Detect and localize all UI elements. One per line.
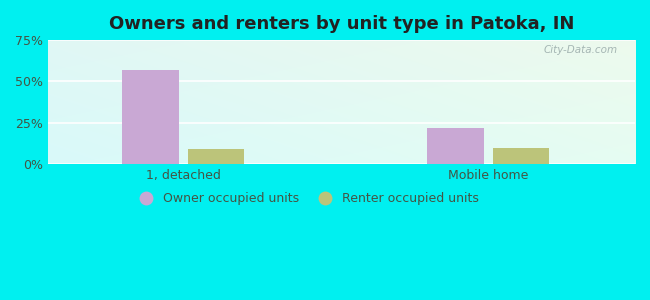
Bar xyxy=(122,70,179,164)
Bar xyxy=(493,148,549,164)
Text: City-Data.com: City-Data.com xyxy=(543,45,618,55)
Title: Owners and renters by unit type in Patoka, IN: Owners and renters by unit type in Patok… xyxy=(109,15,574,33)
Legend: Owner occupied units, Renter occupied units: Owner occupied units, Renter occupied un… xyxy=(129,187,484,210)
Bar xyxy=(188,149,244,164)
Bar xyxy=(427,128,484,164)
